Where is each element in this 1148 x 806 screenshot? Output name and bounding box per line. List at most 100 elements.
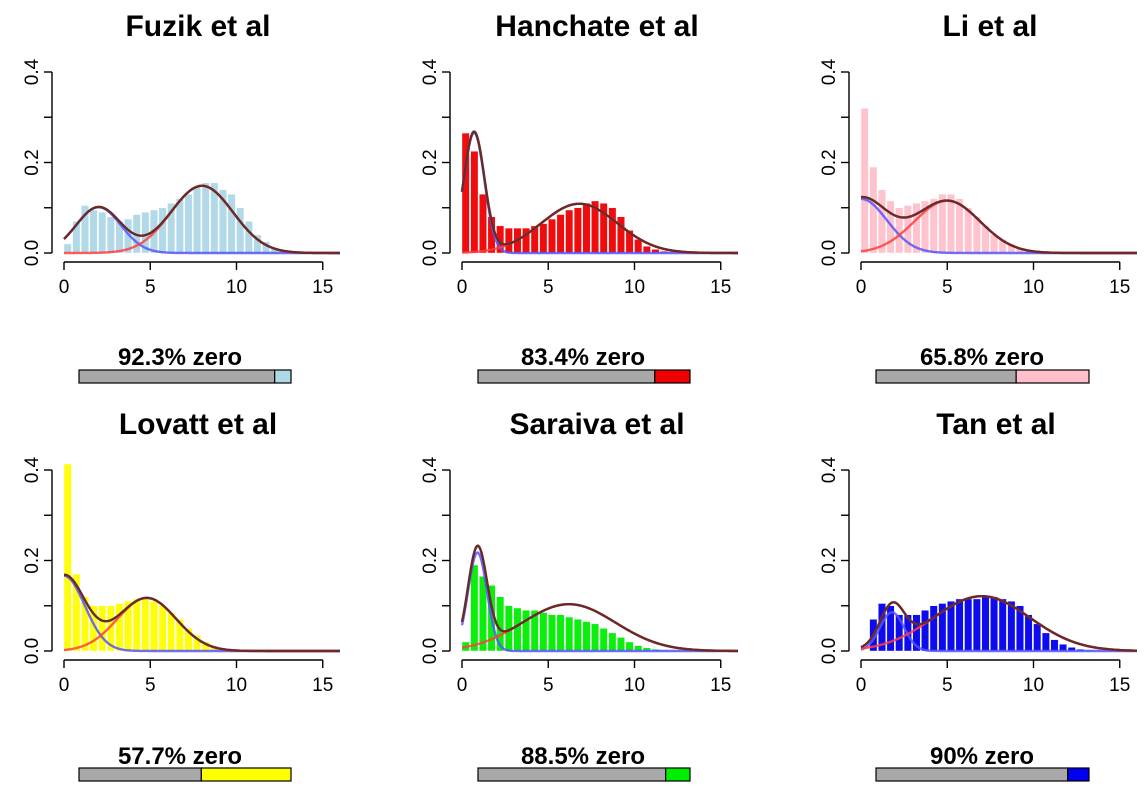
histogram-bar (895, 614, 904, 652)
density-curves (460, 130, 738, 255)
histogram-bar (573, 619, 582, 652)
histogram-bar (201, 182, 210, 254)
histogram-bar (132, 598, 141, 652)
histogram-bar (617, 216, 625, 254)
histogram-bar (470, 564, 479, 652)
axes: 0 5 10 15 0.0 0.2 0.4 (819, 456, 1130, 696)
density-curves (63, 184, 340, 255)
histogram-bar (1007, 601, 1016, 652)
histogram-bar (98, 605, 107, 652)
zero-percent-label: 88.5% zero (521, 743, 645, 770)
axes: 0 5 10 15 0.0 0.2 0.4 (420, 58, 731, 298)
histogram-bar (921, 200, 930, 254)
zero-bar (875, 369, 1090, 384)
zero-percent-label: 90% zero (930, 743, 1034, 770)
zero-percent-label: 65.8% zero (920, 344, 1044, 371)
histogram-bar (1041, 632, 1050, 652)
zero-percent-label: 57.7% zero (118, 743, 242, 770)
histogram-bar (921, 610, 930, 652)
x-tick-label: 10 (624, 277, 645, 298)
histogram-bar (573, 207, 582, 254)
x-tick-label: 10 (226, 277, 247, 298)
x-tick-label: 10 (1023, 277, 1044, 298)
zero-bar (477, 369, 691, 384)
zero-percent-label: 92.3% zero (118, 344, 242, 371)
histogram-bar (964, 207, 973, 254)
histogram-bar (72, 573, 81, 652)
histogram-bar (929, 605, 938, 652)
panel-title: Lovatt et al (119, 408, 277, 441)
histogram-bar (193, 187, 202, 254)
axes: 0 5 10 15 0.0 0.2 0.4 (420, 456, 731, 696)
mixture-curve (64, 573, 340, 653)
mixture-curve (63, 184, 340, 255)
panel-title: Tan et al (936, 408, 1055, 441)
histogram-bar (63, 243, 72, 254)
zero-bar-color (654, 369, 691, 384)
histogram-bar (565, 209, 574, 254)
panel-lovatt: Lovatt et al 0 5 10 15 0.0 0.2 0.4 57.7% zero (22, 408, 340, 782)
histogram-bar (886, 605, 895, 652)
histogram-bar (582, 621, 591, 652)
zero-bar-color (1015, 369, 1090, 384)
histogram-bar (990, 596, 999, 652)
histogram-bars (63, 182, 305, 254)
histogram-bar (625, 641, 634, 652)
y-tick-label: 0.2 (22, 547, 43, 573)
histogram-bar (175, 198, 184, 254)
y-tick-label: 0.0 (22, 240, 43, 266)
histogram-bar (878, 189, 886, 254)
histogram-bar (479, 576, 487, 652)
y-tick-label: 0.0 (22, 638, 43, 664)
x-tick-label: 0 (856, 277, 867, 298)
histogram-bar (947, 193, 955, 254)
histogram-bar (565, 616, 574, 652)
histogram-bar (556, 614, 565, 652)
histogram-bar (608, 632, 617, 652)
y-tick-label: 0.2 (420, 547, 441, 573)
histogram-bar (124, 218, 133, 254)
histogram-bar (1050, 639, 1059, 652)
y-tick-label: 0.2 (819, 149, 840, 175)
histogram-bars (63, 463, 245, 652)
x-tick-label: 10 (624, 675, 645, 696)
x-tick-label: 5 (543, 675, 554, 696)
y-tick-label: 0.4 (22, 456, 43, 483)
histogram-bar (634, 239, 643, 254)
y-tick-label: 0.2 (819, 547, 840, 573)
histogram-bars (461, 132, 686, 254)
zero-bar-gray (78, 767, 202, 782)
histogram-bar (141, 598, 150, 652)
histogram-bar (591, 623, 600, 652)
y-tick-label: 0.2 (420, 149, 441, 175)
x-tick-label: 15 (1109, 277, 1130, 298)
x-tick-label: 15 (312, 277, 333, 298)
y-tick-label: 0.0 (819, 638, 840, 664)
x-tick-label: 0 (457, 277, 468, 298)
x-tick-label: 5 (145, 675, 156, 696)
x-tick-label: 15 (710, 277, 731, 298)
histogram-bar (522, 610, 531, 652)
x-tick-label: 10 (226, 675, 247, 696)
zero-bar-gray (477, 767, 667, 782)
histogram-bar (106, 216, 115, 254)
x-tick-label: 15 (710, 675, 731, 696)
histogram-bar (98, 212, 107, 254)
component-curve-low (860, 611, 1137, 653)
histogram-bar (150, 601, 158, 652)
panel-title: Saraiva et al (509, 408, 684, 441)
histogram-bar (236, 207, 245, 254)
histogram-bar (582, 203, 591, 254)
histogram-bar (972, 598, 981, 652)
panel-title: Fuzik et al (125, 10, 270, 43)
histogram-bars (869, 596, 1102, 652)
mixture-curve (460, 130, 738, 255)
histogram-bar (167, 612, 176, 652)
x-tick-label: 5 (942, 277, 953, 298)
x-tick-label: 15 (1109, 675, 1130, 696)
y-tick-label: 0.0 (819, 240, 840, 266)
histogram-bar (599, 628, 608, 652)
x-tick-label: 15 (312, 675, 333, 696)
zero-bar-gray (477, 369, 656, 384)
histogram-bar (504, 227, 513, 254)
